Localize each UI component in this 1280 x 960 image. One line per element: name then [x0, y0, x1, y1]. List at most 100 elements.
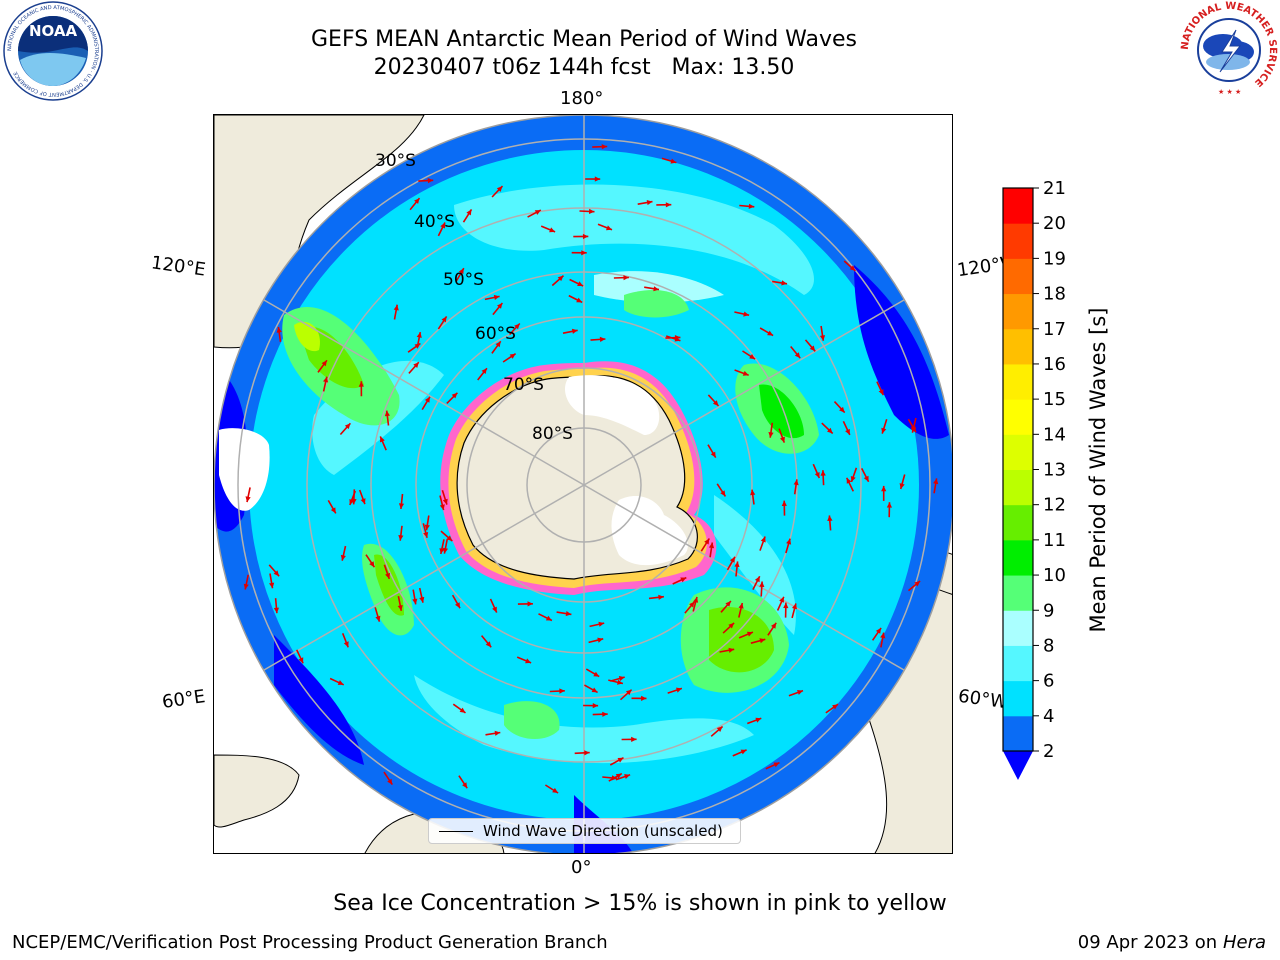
colorbar-tick-label: 14	[1043, 424, 1066, 445]
nws-logo: NATIONAL WEATHER SERVICE ★ ★ ★	[1180, 1, 1278, 98]
wave-arrow-head	[602, 711, 608, 717]
wave-arrow-head	[599, 336, 606, 342]
colorbar-tick-label: 15	[1043, 389, 1066, 410]
wave-arrow-head	[839, 406, 845, 413]
wave-arrow-head	[863, 475, 869, 482]
wave-arrow-head	[455, 602, 460, 609]
wave-arrow-head	[781, 500, 787, 506]
wave-arrow-head	[485, 641, 492, 648]
wave-arrow-head	[617, 679, 623, 685]
colorbar-cell	[1003, 539, 1033, 576]
wave-arrow-head	[746, 631, 753, 637]
wave-arrow-head	[559, 688, 565, 694]
chart-subtitle: 20230407 t06z 144h fcst Max: 13.50	[373, 55, 795, 80]
legend-label: Wind Wave Direction (unscaled)	[483, 822, 723, 840]
wave-arrow-head	[749, 354, 756, 360]
wave-arrow-head	[424, 524, 430, 531]
lat-label-80s: 80°S	[532, 424, 573, 444]
sea-ice-note: Sea Ice Concentration > 15% is shown in …	[333, 891, 947, 916]
wave-arrow-head	[914, 581, 921, 587]
wave-arrow-head	[676, 687, 682, 693]
colorbar-tick-label: 11	[1043, 530, 1066, 551]
wave-arrow-head	[820, 470, 826, 476]
wave-arrow-head	[514, 323, 520, 330]
wave-arrow-head	[565, 611, 572, 617]
noaa-text: NOAA	[29, 22, 78, 40]
wave-arrow-head	[779, 596, 784, 603]
lat-label-70s: 70°S	[503, 375, 544, 395]
wave-arrow-head	[911, 426, 916, 433]
wave-arrow-head	[340, 554, 346, 561]
wave-arrow-head	[466, 209, 472, 216]
wave-arrow-head	[742, 370, 749, 376]
wave-arrow-head	[481, 368, 487, 374]
wave-arrow-head	[665, 202, 672, 208]
wave-arrow-head	[243, 583, 249, 590]
wave-arrow-head	[423, 532, 429, 538]
wave-arrow-head	[557, 275, 564, 282]
chart-title: GEFS MEAN Antarctic Mean Period of Wind …	[311, 27, 857, 52]
colorbar-tick-label: 9	[1043, 600, 1054, 621]
polar-map	[214, 115, 952, 853]
map-legend: Wind Wave Direction (unscaled)	[428, 818, 741, 844]
colorbar-cell	[1003, 645, 1033, 682]
wave-arrow-head	[427, 178, 434, 184]
legend-line-swatch	[439, 830, 473, 832]
colorbar-tick-label: 16	[1043, 354, 1066, 375]
wave-arrow-head	[693, 596, 699, 603]
wave-arrow-head	[581, 250, 587, 256]
colorbar-cell	[1003, 575, 1033, 611]
wave-arrow-head	[617, 757, 624, 763]
colorbar-cell	[1003, 188, 1033, 224]
wave-arrow-head	[351, 498, 357, 505]
wave-arrow-head	[611, 775, 618, 781]
wave-arrow-head	[881, 485, 887, 492]
wave-arrow-head	[601, 144, 608, 150]
wave-arrow-head	[658, 594, 664, 600]
wave-arrow-head	[245, 496, 251, 503]
lat-label-30s: 30°S	[375, 151, 416, 171]
wave-arrow-head	[631, 736, 637, 742]
wave-arrow-head	[269, 582, 275, 589]
wave-arrow-head	[624, 774, 631, 779]
wave-arrow-head	[780, 436, 785, 443]
wave-arrow-head	[398, 535, 404, 541]
wave-arrow-head	[646, 200, 653, 206]
wave-arrow-head	[582, 233, 589, 240]
wave-arrow-head	[593, 671, 600, 677]
colorbar-tick-label: 21	[1043, 180, 1066, 199]
wave-arrow-head	[710, 451, 716, 458]
wave-arrow-head	[773, 762, 780, 768]
lon-label-180: 180°	[560, 88, 604, 109]
wave-arrow-head	[592, 703, 599, 709]
wave-arrow-head	[413, 362, 419, 368]
wave-arrow-head	[793, 479, 799, 486]
wave-arrow-head	[414, 198, 420, 204]
wave-arrow-head	[881, 427, 887, 434]
wave-arrow-head	[786, 538, 792, 545]
wave-arrow-head	[615, 773, 622, 779]
wave-arrow-head	[792, 603, 797, 610]
wave-arrow-head	[734, 561, 740, 568]
wave-arrow-head	[886, 502, 892, 508]
colorbar-cell	[1003, 610, 1033, 646]
colorbar-cell	[1003, 434, 1033, 470]
wave-arrow-head	[337, 680, 344, 685]
wave-arrow-head	[899, 483, 905, 489]
wave-arrow-head	[623, 275, 629, 281]
wave-arrow-head	[492, 606, 497, 613]
wave-arrow-head	[442, 547, 448, 554]
wave-arrow-head	[827, 427, 833, 434]
wave-arrow-head	[674, 336, 681, 342]
colorbar-tick-label: 4	[1043, 706, 1054, 727]
wave-arrow-head	[750, 489, 756, 496]
wave-arrow-head	[330, 507, 336, 514]
wave-arrow-head	[441, 316, 447, 323]
colorbar-extend-triangle	[1003, 751, 1033, 780]
colorbar-cell	[1003, 328, 1033, 365]
wave-arrow-head	[509, 353, 516, 359]
wave-arrow-head	[680, 577, 687, 583]
wave-arrow-head	[754, 576, 760, 583]
wave-arrow-head	[384, 410, 390, 417]
wave-arrow-head	[442, 498, 448, 505]
